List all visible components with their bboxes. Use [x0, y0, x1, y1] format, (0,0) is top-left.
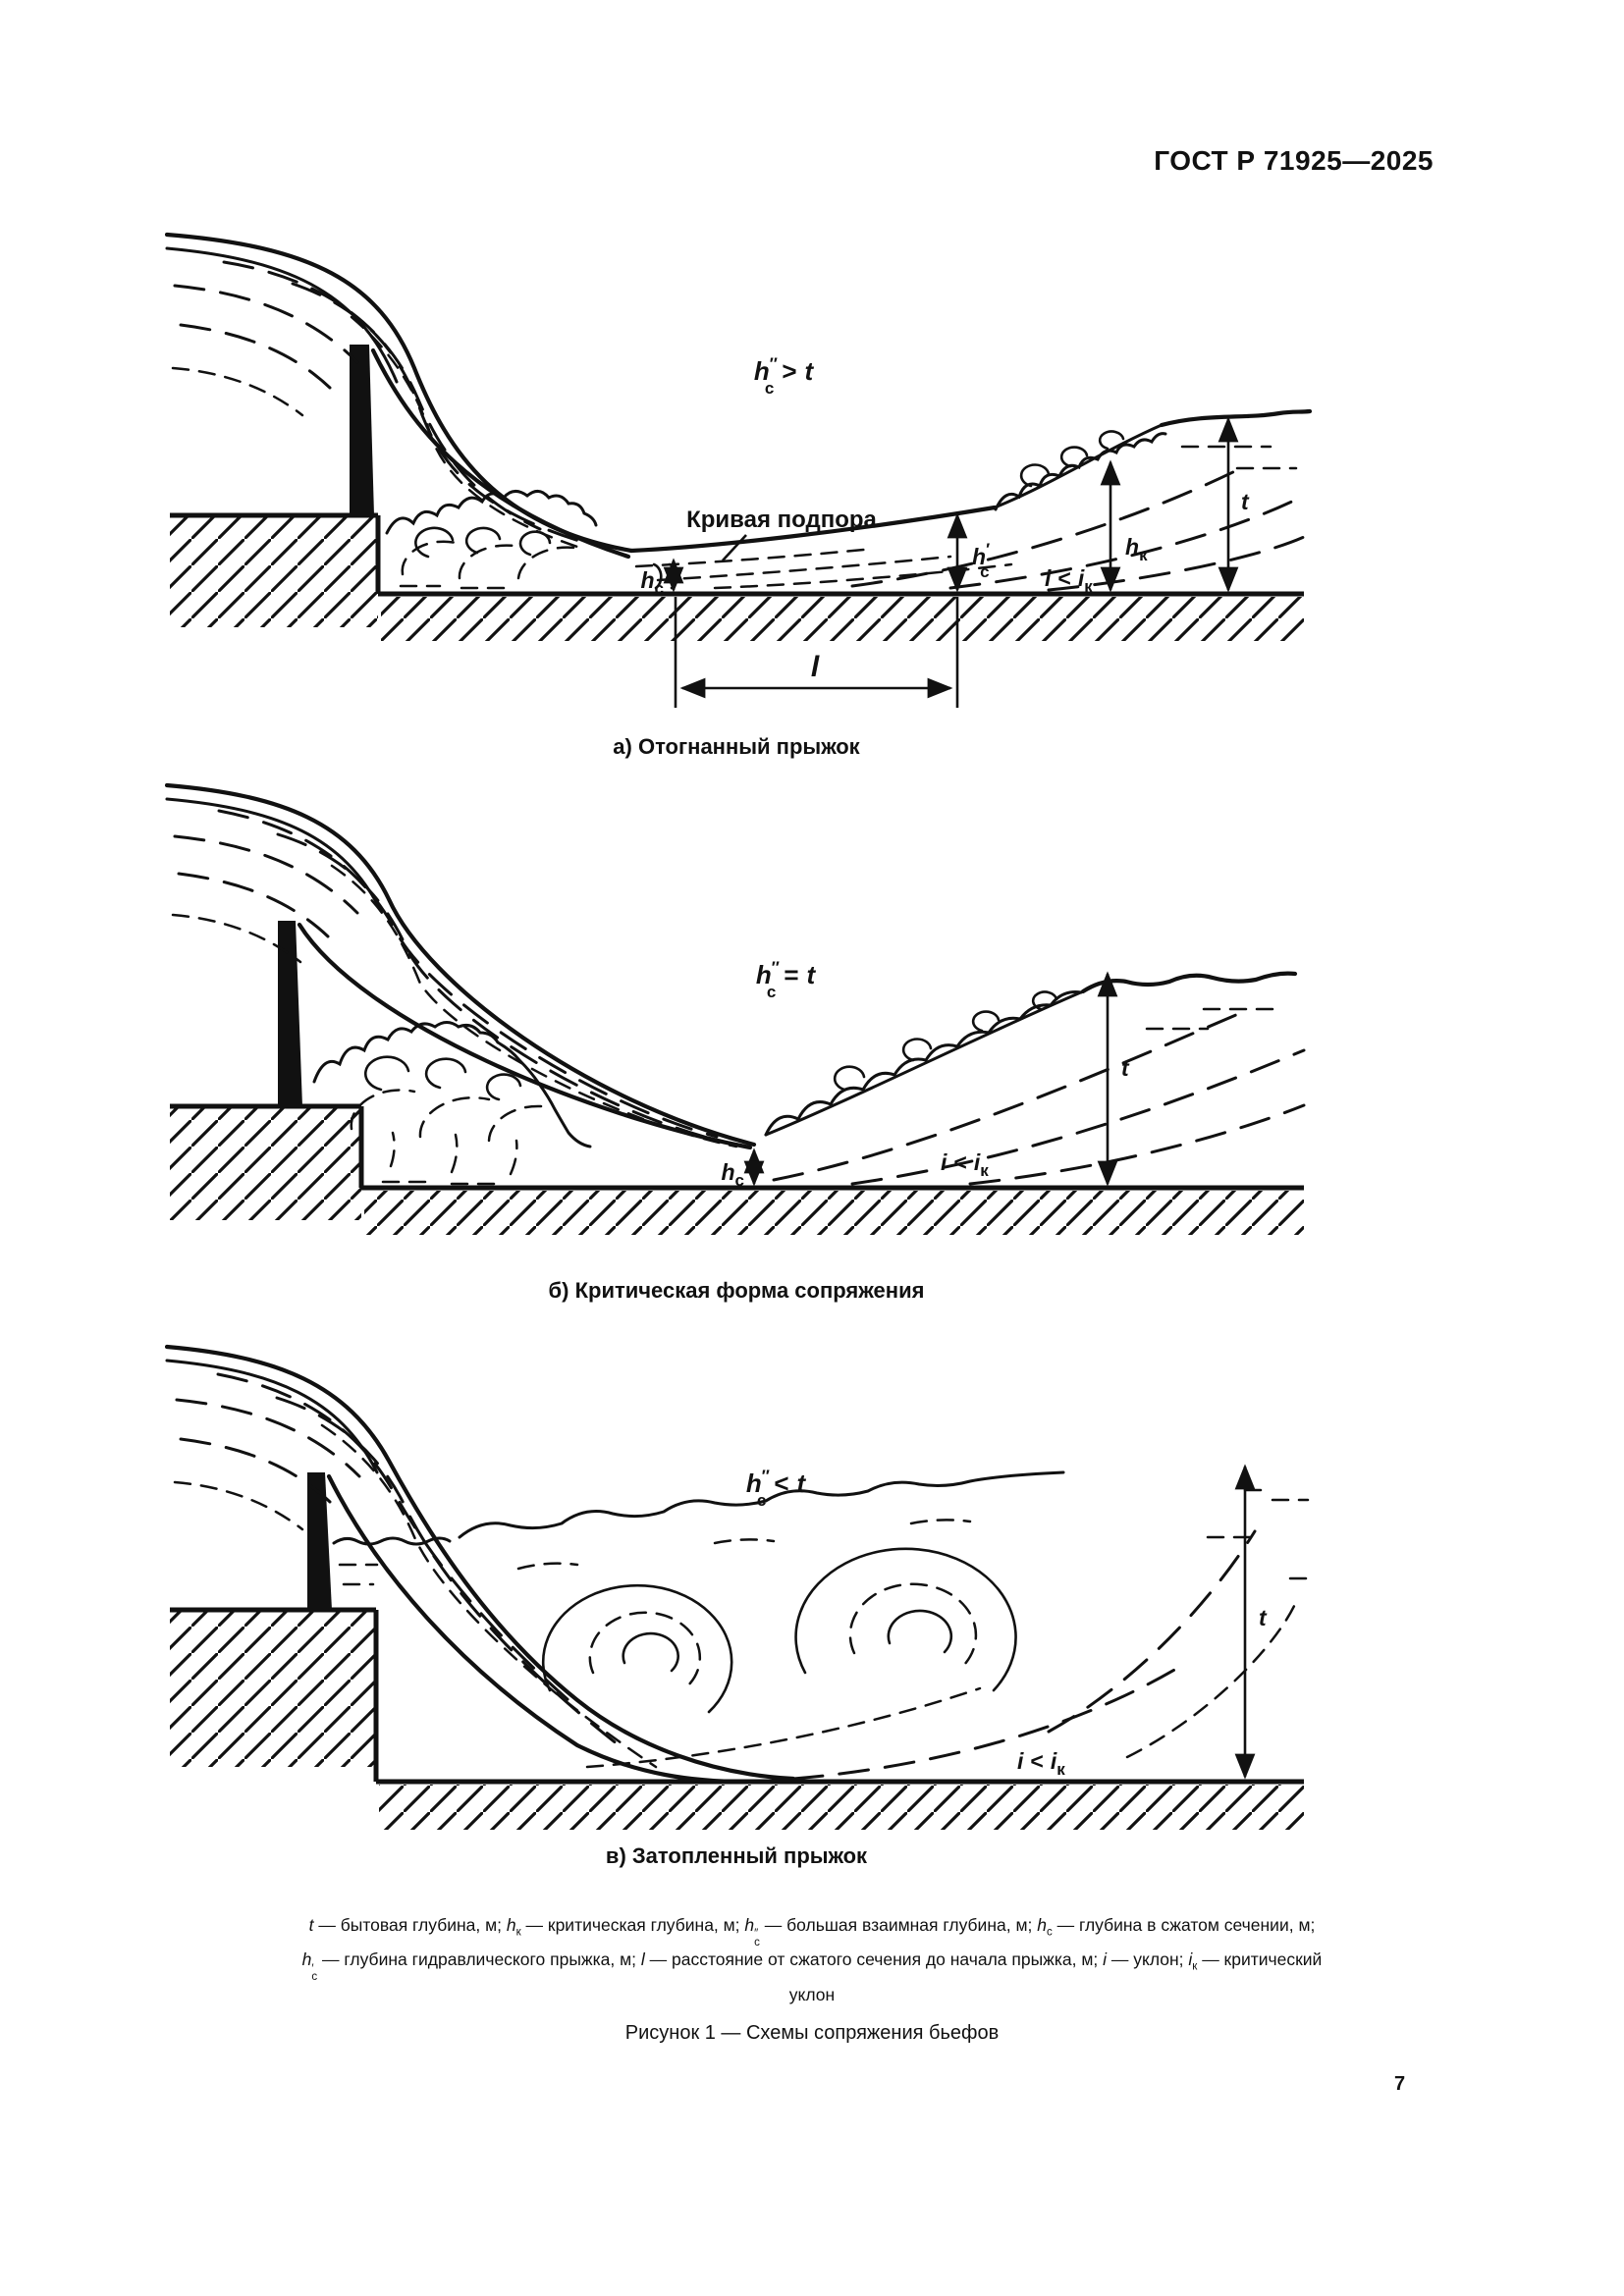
downstream-surface-c [1206, 1488, 1310, 1580]
figure-caption: Рисунок 1 — Схемы сопряжения бьефов [624, 2022, 1000, 2044]
legend-text: — уклон; [1107, 1949, 1189, 1970]
diagram-c: h″ с< t i < iк t [165, 1344, 1310, 1830]
dam-wall-c [307, 1472, 332, 1610]
standard-number: ГОСТ Р 71925—2025 [1154, 145, 1434, 176]
var-i: i [1103, 1949, 1108, 1970]
label-h-c-a: hс [640, 567, 664, 598]
label-h-k-a: hк [1125, 534, 1148, 564]
caption-c: в) Затопленный прыжок [605, 1843, 868, 1868]
legend-line-2: h ′ с — глубина гидравлического прыжка, м;… [301, 1949, 1323, 1984]
label-t-c: t [1259, 1605, 1268, 1630]
downstream-surface-a [850, 408, 1313, 592]
toe-roller-foam-b [312, 1021, 592, 1186]
label-slope-c: i < iк [1017, 1748, 1065, 1779]
upstream-flow-a [165, 232, 634, 560]
backwater-leader-line [722, 534, 747, 561]
label-slope-a: i < iк [1045, 565, 1093, 596]
label-h-c-b: hс [721, 1159, 744, 1190]
formula-b: h″ с= t [756, 958, 817, 1001]
var-i-k: i [1188, 1949, 1193, 1970]
legend-text: — критический [1197, 1949, 1323, 1970]
var-h-k: h [506, 1915, 516, 1935]
legend-text: — критическая глубина, м; [520, 1915, 745, 1935]
hydraulic-jump-foam-b [764, 989, 1085, 1137]
toe-roller-foam-a [385, 490, 678, 590]
legend-text: — глубина в сжатом сечении, м; [1052, 1915, 1316, 1935]
var-h-c2: h [744, 1915, 755, 1935]
var-t: t [308, 1915, 314, 1935]
var-h-c: h [1037, 1915, 1047, 1935]
label-h-c1-a: h′ с [972, 540, 990, 581]
legend-text: — расстояние от сжатого сечения до начал… [644, 1949, 1104, 1970]
formula-c: h″ с< t [746, 1467, 807, 1510]
label-t-a: t [1241, 489, 1250, 514]
hydraulic-jump-foam-a [993, 423, 1167, 511]
ground-a [170, 512, 1304, 641]
diagram-b: h″ с= t hс i < iк t [165, 782, 1306, 1235]
caption-a: а) Отогнанный прыжок [613, 734, 860, 759]
diagram-a: h″ с> t Кривая подпора hс h′ с hк i < iк t l [165, 232, 1313, 708]
ground-b [170, 1103, 1304, 1235]
pool-behind-jet-c [332, 1536, 452, 1586]
formula-a: h″ с> t [754, 354, 815, 398]
ground-c [170, 1607, 1304, 1830]
label-slope-b: i < iк [941, 1149, 989, 1180]
upstream-flow-b [165, 782, 757, 1150]
dam-wall-a [350, 345, 374, 515]
label-t-b: t [1121, 1055, 1130, 1081]
submerged-roller-c [458, 1470, 1298, 1781]
label-l-a: l [811, 651, 820, 683]
legend-text: — большая взаимная глубина, м; [759, 1915, 1038, 1935]
var-l: l [640, 1949, 645, 1970]
page-number: 7 [1394, 2073, 1406, 2095]
caption-b: б) Критическая форма сопряжения [548, 1278, 925, 1303]
legend-line-1: t — бытовая глубина, м; hк — критическая… [308, 1915, 1316, 1949]
dam-wall-b [278, 921, 302, 1106]
legend-text: — бытовая глубина, м; [313, 1915, 507, 1935]
figure-legend: t — бытовая глубина, м; hк — критическая… [96, 1912, 1528, 2007]
legend-text: — глубина гидравлического прыжка, м; [317, 1949, 641, 1970]
legend-line-3: уклон [788, 1984, 836, 2004]
dimension-l-a [674, 597, 959, 708]
var-h-c1: h [301, 1949, 312, 1970]
upstream-flow-c [165, 1344, 796, 1785]
backwater-curve-label: Кривая подпора [686, 507, 877, 533]
